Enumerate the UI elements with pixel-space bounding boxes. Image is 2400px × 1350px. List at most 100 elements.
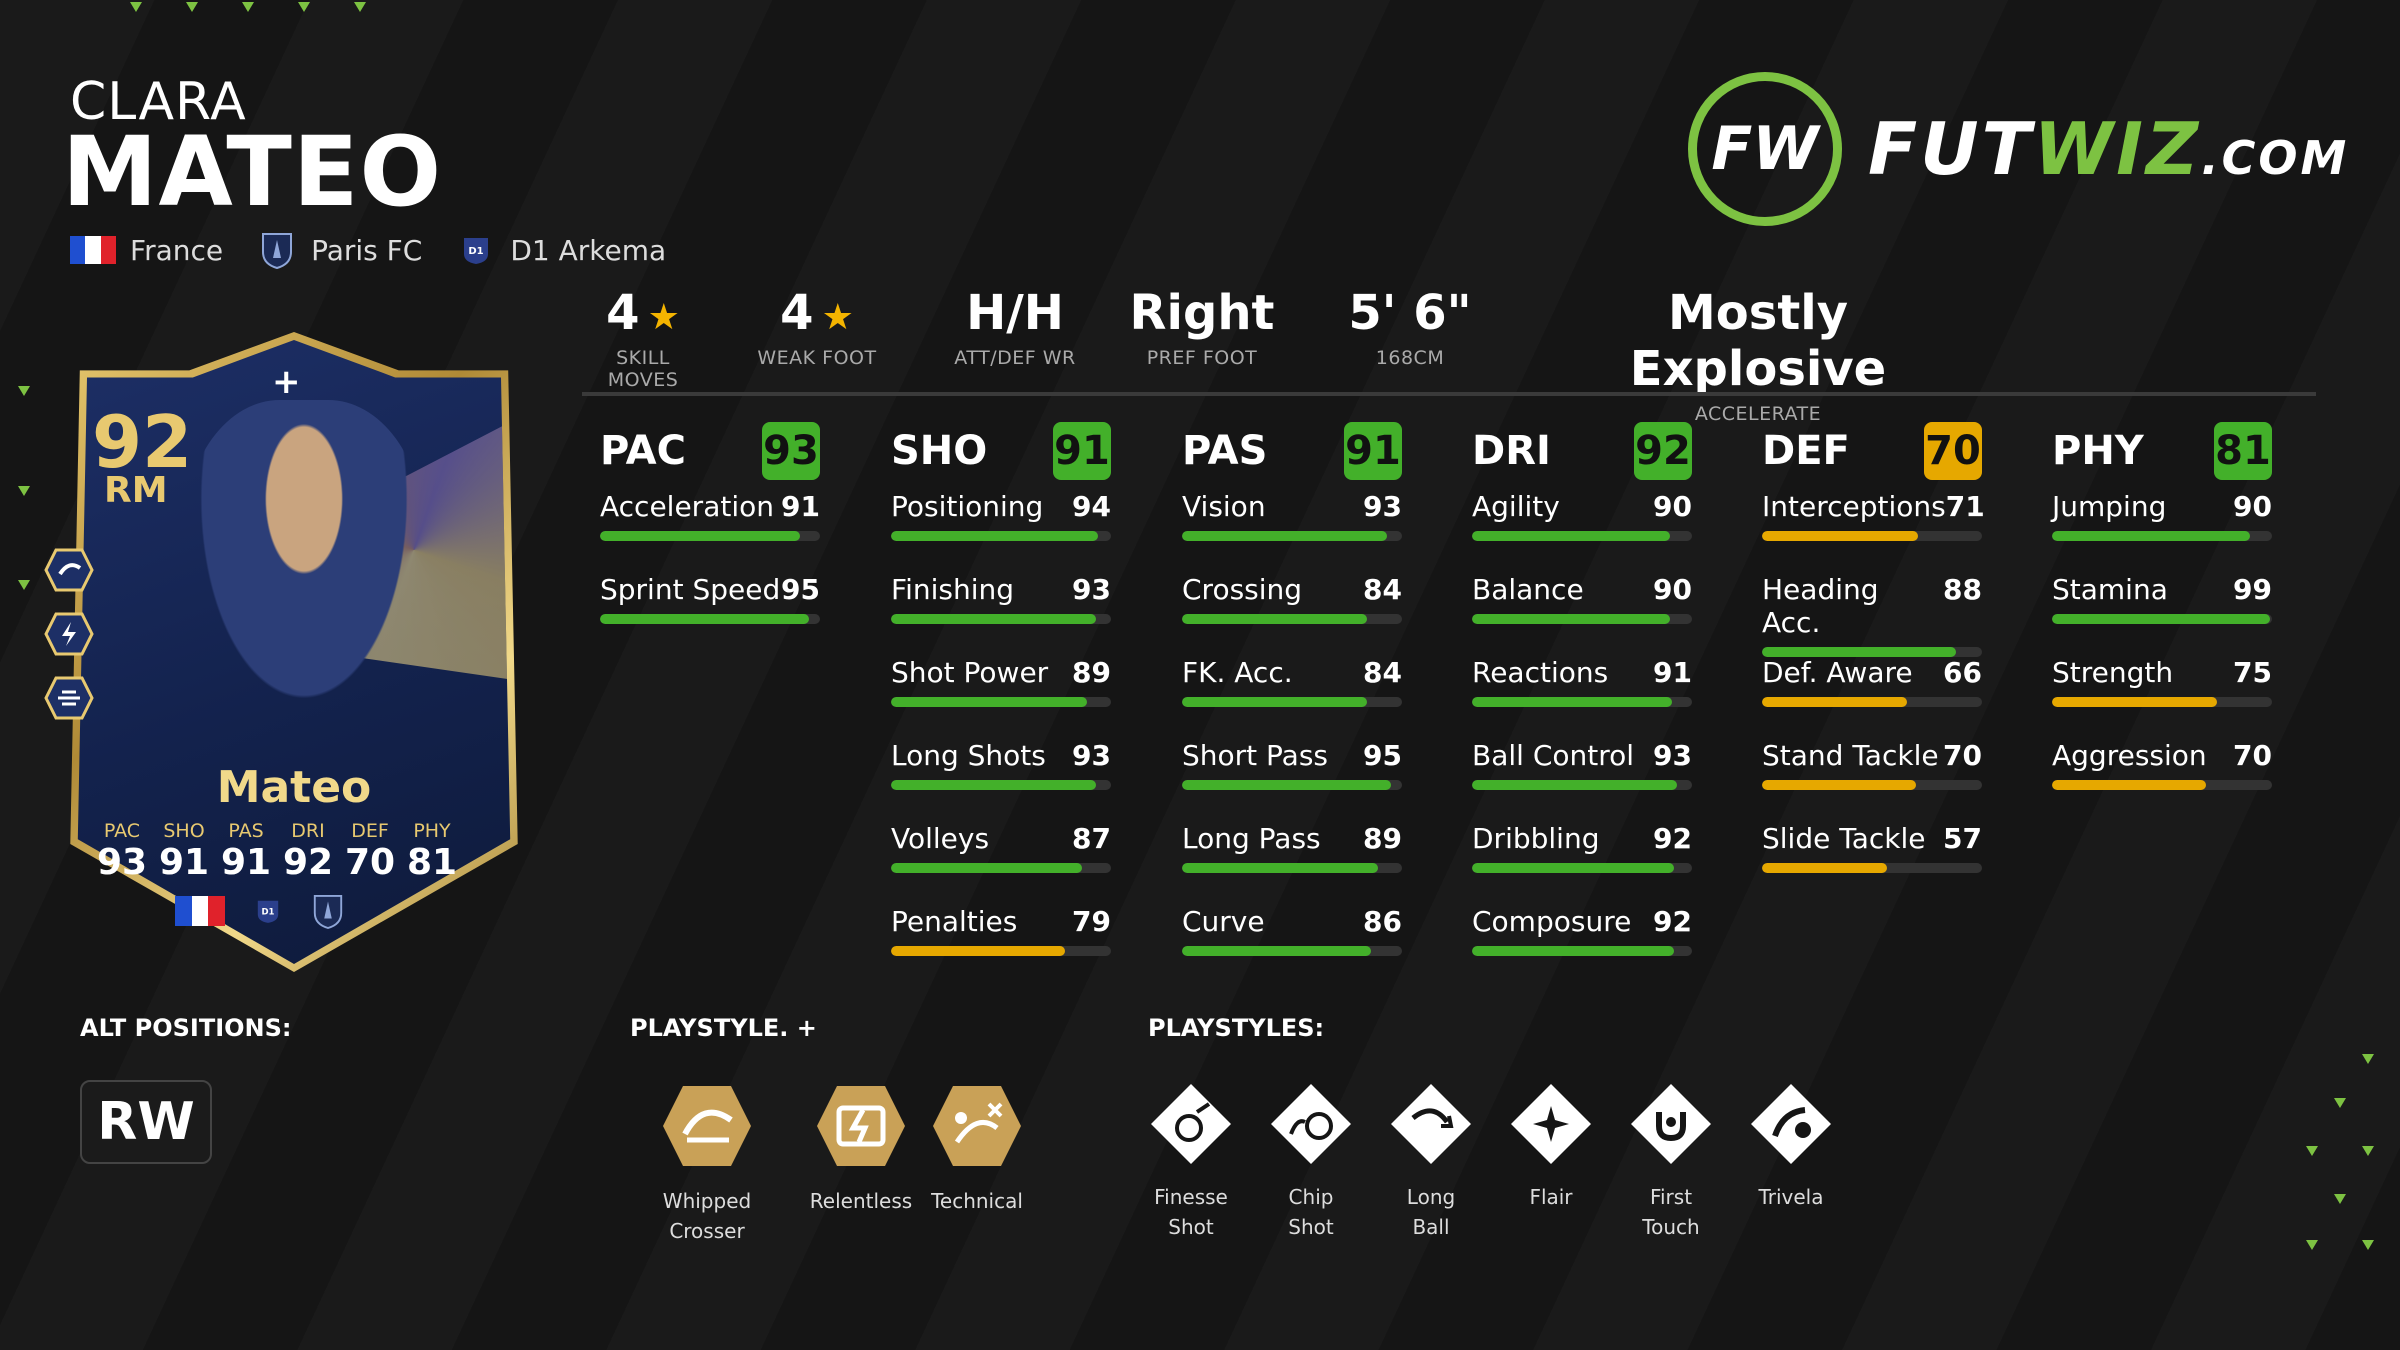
- stat-bar: [1182, 780, 1402, 790]
- stat-value: 87: [1072, 822, 1111, 855]
- stat-value: 75: [2233, 656, 2272, 689]
- stat-bar: [1182, 614, 1402, 624]
- stat-bar: [891, 614, 1111, 624]
- decor-triangle: [130, 2, 142, 12]
- star-icon: ★: [821, 297, 854, 338]
- stat-row: Sprint Speed 95: [600, 573, 820, 648]
- stat-row: Jumping 90: [2052, 490, 2272, 565]
- futwiz-logo-mark: FW: [1688, 72, 1842, 226]
- stat-label: Long Shots: [891, 739, 1046, 772]
- stat-row: Composure 92: [1472, 905, 1692, 980]
- stat-value: 90: [1653, 490, 1692, 523]
- stat-label: Acceleration: [600, 490, 774, 523]
- stat-row: Ball Control 93: [1472, 739, 1692, 814]
- league-item[interactable]: D1 D1 Arkema: [458, 230, 666, 270]
- stat-bar: [1182, 863, 1402, 873]
- card-stat-label: PAC: [103, 820, 141, 842]
- stat-row: Shot Power 89: [891, 656, 1111, 731]
- stat-bar-fill: [1182, 697, 1367, 707]
- decor-triangle: [2306, 1146, 2318, 1156]
- decor-triangle: [298, 2, 310, 12]
- league-logo-icon: D1: [257, 900, 279, 923]
- stat-value: 70: [1943, 739, 1982, 772]
- stat-row: Positioning 94: [891, 490, 1111, 565]
- stat-bar-fill: [1472, 780, 1677, 790]
- stat-label: Balance: [1472, 573, 1584, 606]
- stat-value: 71: [1945, 490, 1985, 523]
- playstyle-plus-whipped-crosser[interactable]: Whipped Crosser: [632, 1082, 782, 1246]
- player-meta: France Paris FC D1 D1 Arkema: [70, 230, 702, 270]
- stat-label: Interceptions: [1762, 490, 1946, 523]
- stat-bar-fill: [1762, 531, 1919, 541]
- club-item[interactable]: Paris FC: [259, 230, 422, 270]
- stat-label: Slide Tackle: [1762, 822, 1926, 855]
- pref-foot-info: Right PREF FOOT: [1129, 285, 1275, 369]
- decor-triangle: [242, 2, 254, 12]
- playstyle-plus-title: PLAYSTYLE. +: [630, 1014, 817, 1042]
- stat-bar-fill: [1182, 863, 1378, 873]
- stat-bar-fill: [891, 614, 1096, 624]
- long-ball-icon: [1391, 1084, 1471, 1164]
- stat-category-label: PHY: [2052, 428, 2144, 474]
- player-photo: [184, 400, 424, 730]
- stat-value: 91: [1653, 656, 1692, 689]
- stat-value: 84: [1363, 573, 1402, 606]
- decor-triangle: [2334, 1194, 2346, 1204]
- card-stat-value: 91: [220, 842, 272, 883]
- stat-column-pac: PAC 93 Acceleration 91 Sprint Speed 95: [600, 420, 820, 648]
- playstyle-flair[interactable]: Flair: [1476, 1082, 1626, 1212]
- france-flag-icon: [175, 896, 226, 926]
- finesse-shot-icon: [1151, 1084, 1231, 1164]
- playstyle-first-touch[interactable]: First Touch: [1596, 1082, 1746, 1242]
- stat-label: Heading Acc.: [1762, 573, 1879, 639]
- stat-category-label: DEF: [1762, 428, 1850, 474]
- stat-row: Dribbling 92: [1472, 822, 1692, 897]
- player-card[interactable]: +: [56, 332, 532, 972]
- nation-item[interactable]: France: [70, 234, 223, 267]
- stat-column-header: DEF 70: [1762, 420, 1982, 482]
- stat-value: 90: [2233, 490, 2272, 523]
- stat-label: Agility: [1472, 490, 1560, 523]
- first-touch-icon: [1631, 1084, 1711, 1164]
- stat-row: Acceleration 91: [600, 490, 820, 565]
- stat-label: Penalties: [891, 905, 1018, 938]
- stat-bar-fill: [1472, 946, 1675, 956]
- stat-bar: [891, 531, 1111, 541]
- decor-triangle: [18, 486, 30, 496]
- decor-triangle: [2362, 1240, 2374, 1250]
- chip-shot-icon: [1271, 1084, 1351, 1164]
- playstyle-trivela[interactable]: Trivela: [1716, 1082, 1866, 1212]
- stat-column-header: PHY 81: [2052, 420, 2272, 482]
- stat-row: Reactions 91: [1472, 656, 1692, 731]
- alt-positions-title: ALT POSITIONS:: [80, 1014, 292, 1042]
- stat-bar: [1762, 697, 1982, 707]
- card-stat-label: DEF: [351, 820, 389, 842]
- playstyle-chip-shot[interactable]: Chip Shot: [1236, 1082, 1386, 1242]
- stat-value: 70: [2233, 739, 2272, 772]
- playstyle-plus-technical[interactable]: Technical: [902, 1082, 1052, 1216]
- technical-icon: [933, 1086, 1021, 1166]
- accelerate-info: Mostly Explosive ACCELERATE: [1629, 285, 1887, 425]
- stat-row: Stamina 99: [2052, 573, 2272, 648]
- stat-value: 95: [781, 573, 820, 606]
- playstyle-finesse-shot[interactable]: Finesse Shot: [1116, 1082, 1266, 1242]
- stat-value: 86: [1363, 905, 1402, 938]
- futwiz-logo[interactable]: FW FUTWIZ.COM: [1688, 72, 2349, 226]
- decor-triangle: [2362, 1146, 2374, 1156]
- stat-column-def: DEF 70 Interceptions 71 Heading Acc. 88 Def. A…: [1762, 420, 1985, 897]
- stat-row: Long Pass 89: [1182, 822, 1402, 897]
- stat-value: 89: [1072, 656, 1111, 689]
- playstyle-plus-relentless[interactable]: Relentless: [786, 1082, 936, 1216]
- stat-label: Crossing: [1182, 573, 1303, 606]
- stat-bar: [891, 946, 1111, 956]
- stat-label: Sprint Speed: [600, 573, 781, 606]
- stat-label: Dribbling: [1472, 822, 1600, 855]
- stat-row: Heading Acc. 88: [1762, 573, 1982, 657]
- stat-category-badge: 91: [1344, 422, 1402, 480]
- alt-position-rw[interactable]: RW: [80, 1080, 212, 1164]
- svg-text:D1: D1: [262, 907, 275, 917]
- stat-value: 95: [1363, 739, 1402, 772]
- playstyle-long-ball[interactable]: Long Ball: [1356, 1082, 1506, 1242]
- stat-column-header: PAS 91: [1182, 420, 1402, 482]
- card-rating: 92: [92, 400, 193, 484]
